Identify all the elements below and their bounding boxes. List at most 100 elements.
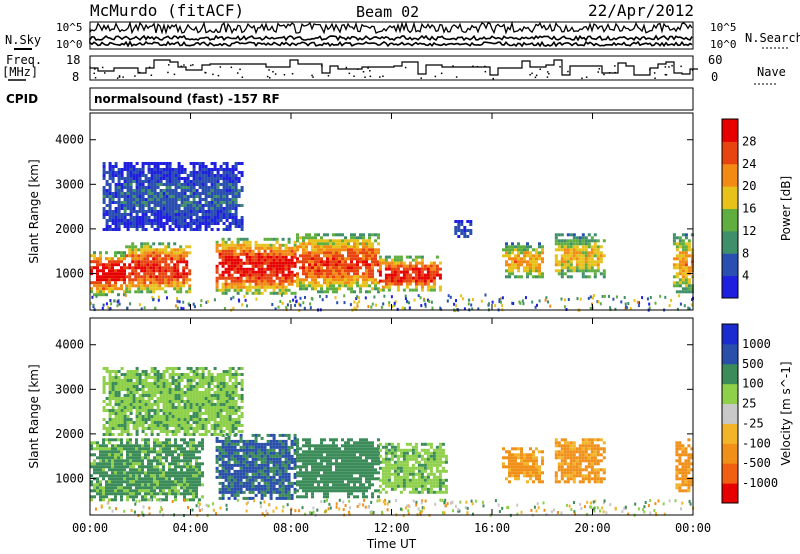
scatter-cell bbox=[678, 294, 681, 298]
echo-cell bbox=[161, 275, 165, 279]
echo-cell bbox=[365, 284, 368, 288]
echo-cell bbox=[225, 186, 229, 189]
echo-cell bbox=[138, 219, 142, 222]
echo-cell bbox=[150, 180, 154, 183]
echo-cell bbox=[347, 284, 350, 288]
echo-cell bbox=[423, 463, 427, 467]
echo-cell bbox=[144, 465, 147, 469]
echo-cell bbox=[320, 453, 323, 457]
echo-cell bbox=[164, 257, 168, 261]
echo-cell bbox=[219, 174, 223, 177]
echo-cell bbox=[162, 480, 165, 484]
echo-cell bbox=[245, 448, 249, 452]
echo-cell bbox=[239, 481, 243, 485]
scatter-cell bbox=[349, 303, 352, 307]
echo-cell bbox=[396, 279, 400, 283]
echo-cell bbox=[263, 279, 267, 283]
echo-cell bbox=[578, 269, 582, 273]
echo-cell bbox=[329, 465, 332, 469]
echo-cell bbox=[230, 240, 234, 244]
echo-cell bbox=[384, 448, 388, 452]
echo-cell bbox=[222, 216, 226, 219]
echo-cell bbox=[254, 258, 258, 262]
echo-cell bbox=[132, 480, 135, 484]
echo-cell bbox=[287, 249, 291, 253]
echo-cell bbox=[96, 269, 99, 273]
echo-cell bbox=[338, 239, 341, 243]
echo-cell bbox=[460, 220, 464, 223]
scatter-cell bbox=[356, 304, 359, 308]
echo-cell bbox=[405, 457, 409, 461]
scatter-cell bbox=[232, 295, 235, 299]
echo-cell bbox=[532, 269, 535, 273]
echo-cell bbox=[263, 493, 267, 497]
echo-cell bbox=[242, 451, 246, 455]
echo-cell bbox=[195, 162, 199, 165]
echo-cell bbox=[168, 225, 172, 228]
echo-cell bbox=[338, 242, 341, 246]
echo-cell bbox=[311, 471, 314, 475]
echo-cell bbox=[508, 257, 511, 261]
echo-cell bbox=[329, 260, 332, 264]
echo-cell bbox=[183, 207, 187, 210]
echo-cell bbox=[125, 287, 129, 291]
echo-cell bbox=[344, 266, 347, 270]
echo-cell bbox=[675, 281, 679, 285]
echo-cell bbox=[426, 460, 430, 464]
echo-cell bbox=[162, 498, 165, 502]
echo-cell bbox=[248, 240, 252, 244]
echo-cell bbox=[362, 447, 365, 451]
echo-cell bbox=[326, 450, 329, 454]
echo-cell bbox=[105, 251, 108, 255]
echo-cell bbox=[377, 290, 380, 294]
echo-cell bbox=[162, 201, 166, 204]
echo-cell bbox=[602, 239, 606, 243]
echo-cell bbox=[251, 475, 255, 479]
echo-cell bbox=[320, 450, 323, 454]
echo-cell bbox=[296, 480, 299, 484]
echo-cell bbox=[326, 239, 329, 243]
echo-cell bbox=[192, 222, 196, 225]
echo-cell bbox=[155, 251, 159, 255]
echo-cell bbox=[426, 454, 430, 458]
echo-cell bbox=[672, 281, 676, 285]
echo-cell bbox=[117, 263, 120, 267]
echo-cell bbox=[554, 239, 558, 243]
nave-top-tick: 60 bbox=[708, 53, 722, 67]
echo-cell bbox=[281, 451, 285, 455]
echo-cell bbox=[374, 459, 377, 463]
echo-cell bbox=[254, 246, 258, 250]
echo-cell bbox=[189, 219, 193, 222]
scatter-cell bbox=[427, 298, 429, 302]
echo-cell bbox=[149, 275, 153, 279]
scatter-cell bbox=[461, 297, 464, 301]
nave-dot bbox=[614, 71, 616, 74]
echo-cell bbox=[305, 465, 308, 469]
echo-cell bbox=[123, 459, 126, 463]
echo-cell bbox=[227, 454, 231, 458]
echo-cell bbox=[182, 260, 186, 264]
echo-cell bbox=[269, 273, 273, 277]
echo-cell bbox=[242, 496, 246, 500]
echo-cell bbox=[281, 496, 285, 500]
echo-cell bbox=[111, 498, 114, 502]
echo-cell bbox=[299, 456, 302, 460]
echo-cell bbox=[227, 246, 231, 250]
echo-cell bbox=[126, 186, 130, 189]
echo-cell bbox=[399, 255, 403, 259]
echo-cell bbox=[180, 492, 183, 496]
echo-cell bbox=[378, 258, 382, 262]
echo-cell bbox=[138, 492, 141, 496]
echo-cell bbox=[126, 225, 130, 228]
echo-cell bbox=[131, 248, 135, 252]
echo-cell bbox=[186, 486, 189, 490]
echo-cell bbox=[390, 442, 394, 446]
echo-region bbox=[554, 233, 606, 279]
echo-cell bbox=[117, 201, 121, 204]
scatter-cell bbox=[498, 298, 501, 302]
echo-cell bbox=[182, 257, 186, 261]
echo-cell bbox=[231, 219, 235, 222]
echo-cell bbox=[219, 210, 223, 213]
echo-cell bbox=[314, 284, 317, 288]
echo-cell bbox=[111, 180, 115, 183]
